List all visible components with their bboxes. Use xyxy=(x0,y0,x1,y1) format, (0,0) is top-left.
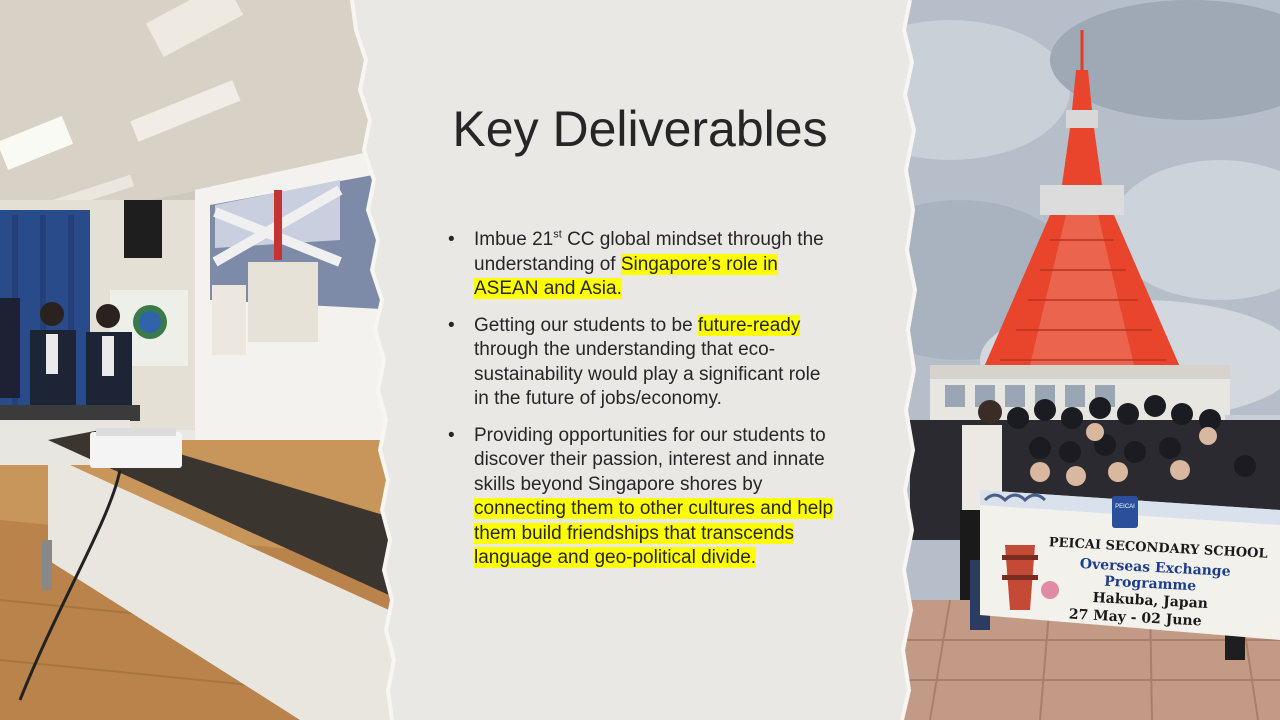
school-banner: PEICAI PEICAI SECONDARY SCHOOL Overseas … xyxy=(980,490,1280,640)
banner-location: Hakuba, Japan xyxy=(1092,590,1208,612)
slide-title: Key Deliverables xyxy=(452,101,828,157)
deliverable-item: • Imbue 21st CC global mindset through th… xyxy=(448,228,838,302)
bullet-glyph: • xyxy=(448,314,455,336)
deliverable-text: Providing opportunities for our students… xyxy=(474,424,826,495)
deliverable-text: Getting our students to be xyxy=(474,314,698,336)
banner-crest: PEICAI xyxy=(1115,504,1135,510)
deliverable-text: through the understanding that eco-susta… xyxy=(474,339,821,409)
banner-programme-line2: Programme xyxy=(1104,574,1197,595)
highlighted-text: future-ready xyxy=(697,314,801,336)
deliverable-text: CC global mindset through the understand… xyxy=(474,229,824,275)
banner-programme-line1: Overseas Exchange xyxy=(1079,556,1231,580)
banner-dates: 27 May - 02 June xyxy=(1068,607,1202,630)
deliverable-item: • Getting our students to be future-ready… xyxy=(448,314,838,412)
tokyo-tower-group-photo: PEICAI PEICAI SECONDARY SCHOOL Overseas … xyxy=(890,0,1280,720)
highlighted-text: connecting them to other cultures and he… xyxy=(474,498,834,568)
deliverable-text: st xyxy=(553,228,562,241)
bullet-glyph: • xyxy=(448,424,455,446)
bullet-glyph: • xyxy=(448,229,455,250)
classroom-photo xyxy=(0,0,400,720)
deliverable-text: Imbue 21 xyxy=(474,229,554,250)
deliverables-list: • Imbue 21st CC global mindset through th… xyxy=(448,228,838,583)
deliverable-item: • Providing opportunities for our student… xyxy=(448,424,838,571)
